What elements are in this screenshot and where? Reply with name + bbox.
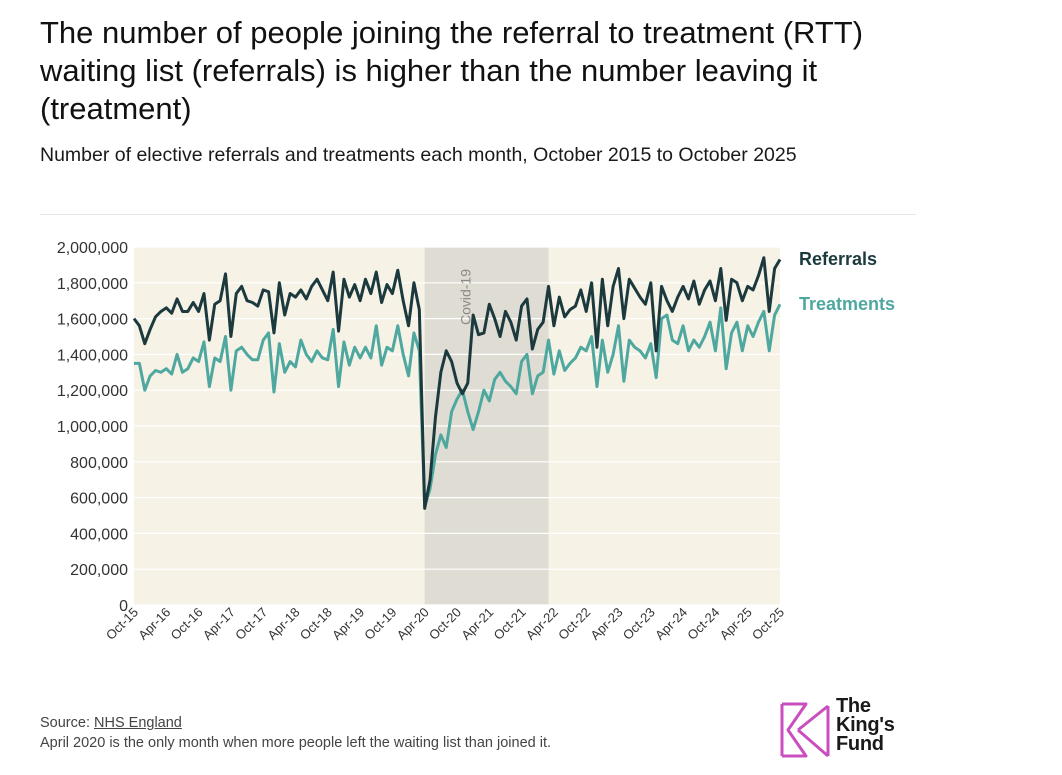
x-tick-label: Apr-24 (652, 605, 690, 643)
logo-line-1: The (836, 695, 871, 717)
footnote: April 2020 is the only month when more p… (40, 735, 552, 751)
x-tick-label: Apr-18 (264, 605, 302, 643)
source-link[interactable]: NHS England (94, 715, 182, 731)
y-tick-label: 1,400,000 (57, 347, 128, 364)
covid-annotation: Covid-19 (458, 269, 474, 325)
x-axis-ticks: Oct-15Apr-16Oct-16Apr-17Oct-17Apr-18Oct-… (103, 605, 787, 643)
x-tick-label: Oct-19 (361, 605, 399, 643)
kings-fund-logo-icon (780, 702, 830, 758)
logo-line-2: King's (836, 714, 895, 736)
source-prefix: Source: (40, 715, 94, 731)
x-tick-label: Apr-22 (523, 605, 561, 643)
y-tick-label: 1,600,000 (57, 312, 128, 329)
line-chart: Covid-19 0 200,000 400,000 600,000 800,000 1,… (57, 240, 895, 643)
x-tick-label: Oct-23 (620, 605, 658, 643)
y-axis-ticks: 0 200,000 400,000 600,000 800,000 1,000,000 1,… (57, 240, 128, 615)
logo-wordmark: The King's Fund (836, 695, 895, 755)
x-tick-label: Apr-17 (200, 605, 238, 643)
x-tick-label: Oct-22 (555, 605, 593, 643)
legend-treatments: Treatments (799, 294, 895, 314)
x-tick-label: Apr-25 (717, 605, 755, 643)
header-divider (40, 214, 916, 215)
series-line-referrals (132, 256, 782, 510)
x-tick-label: Oct-24 (684, 605, 722, 643)
x-tick-label: Oct-18 (297, 605, 335, 643)
x-tick-label: Oct-17 (232, 605, 270, 643)
x-tick-label: Apr-20 (394, 605, 432, 643)
y-tick-label: 0 (119, 598, 128, 615)
x-tick-label: Oct-21 (491, 605, 529, 643)
source-note: Source: NHS England April 2020 is the on… (40, 713, 551, 753)
legend-referrals: Referrals (799, 249, 877, 269)
x-tick-label: Apr-16 (135, 605, 173, 643)
y-tick-label: 600,000 (70, 491, 128, 508)
x-tick-label: Apr-19 (329, 605, 367, 643)
x-tick-label: Apr-23 (587, 605, 625, 643)
y-tick-label: 1,200,000 (57, 383, 128, 400)
logo-line-3: Fund (836, 733, 884, 755)
x-tick-label: Oct-25 (749, 605, 787, 643)
y-tick-label: 200,000 (70, 562, 128, 579)
x-tick-label: Apr-21 (458, 605, 496, 643)
gridlines (134, 246, 780, 606)
chart-subtitle: Number of elective referrals and treatme… (40, 144, 797, 166)
y-tick-label: 1,800,000 (57, 276, 128, 293)
y-tick-label: 1,000,000 (57, 419, 128, 436)
x-tick-label: Oct-20 (426, 605, 464, 643)
x-tick-label: Oct-16 (168, 605, 206, 643)
series-line-treatments (134, 303, 782, 509)
y-tick-label: 800,000 (70, 455, 128, 472)
y-tick-label: 2,000,000 (57, 240, 128, 257)
chart-title: The number of people joining the referra… (40, 15, 864, 126)
y-tick-label: 400,000 (70, 526, 128, 543)
